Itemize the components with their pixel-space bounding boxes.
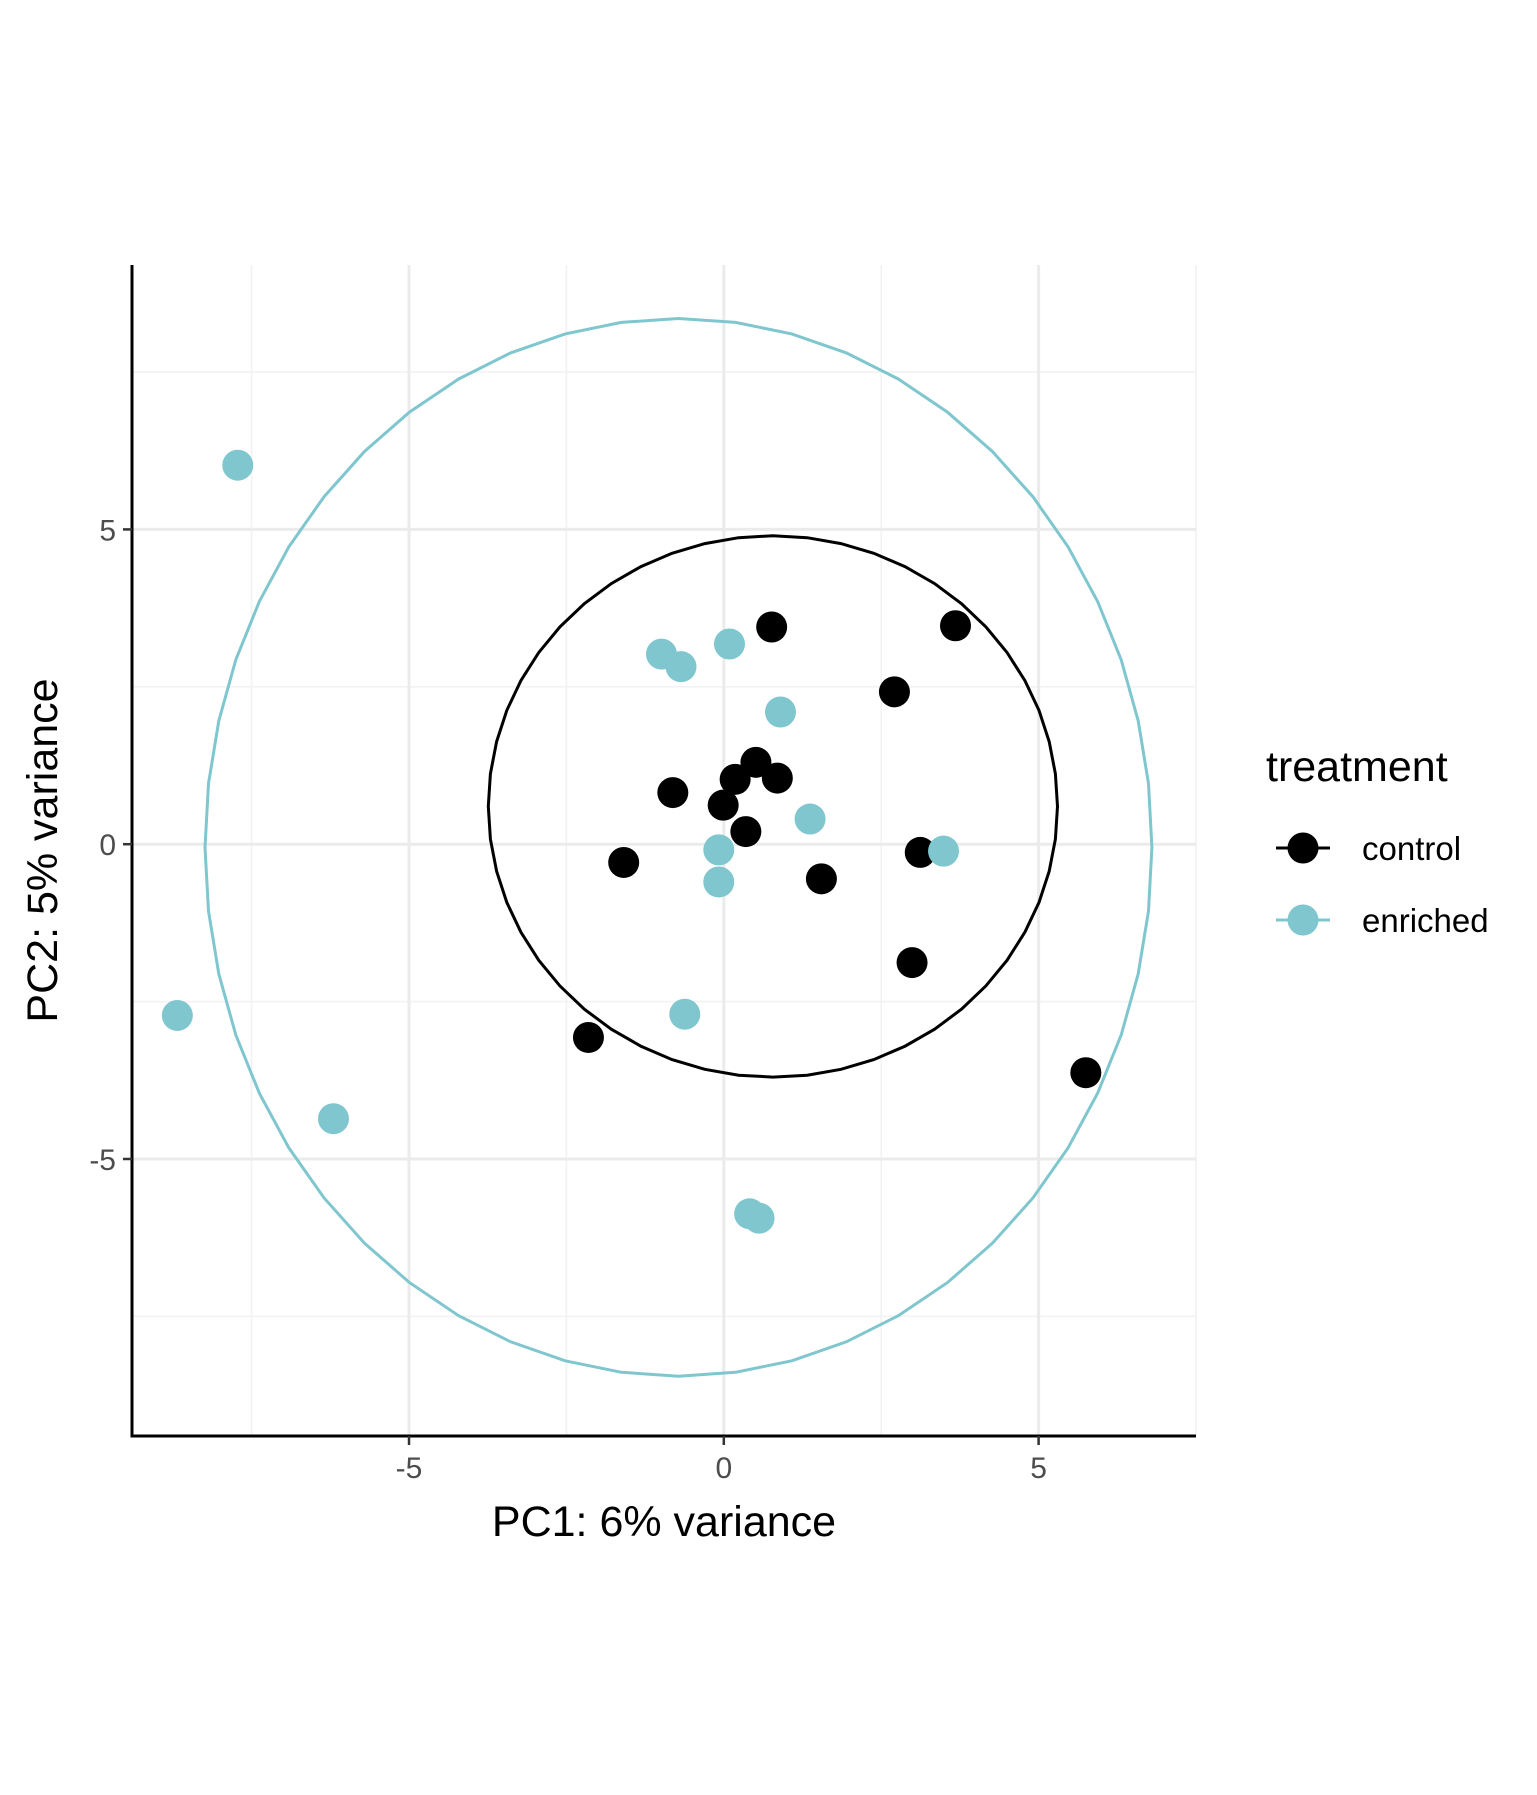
control-point xyxy=(572,1021,604,1053)
control-ellipse xyxy=(486,534,1060,1079)
legend-label-enriched: enriched xyxy=(1362,902,1489,939)
control-point xyxy=(805,863,837,895)
legend-key-enriched xyxy=(1287,904,1319,936)
enriched-point xyxy=(713,628,745,660)
control-point xyxy=(939,610,971,642)
x-axis-ticks: -5 0 5 xyxy=(396,1436,1047,1485)
enriched-ellipse xyxy=(203,316,1154,1378)
legend-title: treatment xyxy=(1266,743,1448,791)
y-axis-ticks: -5 0 5 xyxy=(89,514,132,1177)
control-point xyxy=(608,846,640,878)
y-axis-title: PC2: 5% variance xyxy=(19,678,67,1022)
control-point xyxy=(1070,1057,1102,1089)
x-tick-label: 0 xyxy=(715,1452,732,1485)
control-point xyxy=(878,676,910,708)
legend-label-control: control xyxy=(1362,830,1461,867)
control-point xyxy=(756,611,788,643)
control-point xyxy=(761,762,793,794)
legend: treatment control enriched xyxy=(1266,743,1489,939)
enriched-point xyxy=(317,1103,349,1135)
x-tick-label: -5 xyxy=(396,1452,423,1485)
data-points xyxy=(161,449,1102,1234)
enriched-point xyxy=(743,1202,775,1234)
control-point xyxy=(740,746,772,778)
x-axis-title: PC1: 6% variance xyxy=(492,1498,836,1546)
enriched-point xyxy=(222,449,254,481)
control-point xyxy=(896,947,928,979)
control-point xyxy=(904,836,936,868)
control-point xyxy=(657,777,689,809)
enriched-point xyxy=(703,866,735,898)
y-tick-label: -5 xyxy=(89,1144,116,1177)
enriched-point xyxy=(794,803,826,835)
enriched-point xyxy=(669,998,701,1030)
enriched-point xyxy=(161,999,193,1031)
axes xyxy=(130,265,1196,1438)
enriched-point xyxy=(928,835,960,867)
y-tick-label: 0 xyxy=(99,829,116,862)
x-tick-label: 5 xyxy=(1030,1452,1047,1485)
control-point xyxy=(719,763,751,795)
y-tick-label: 5 xyxy=(99,514,116,547)
enriched-point xyxy=(703,834,735,866)
control-point xyxy=(730,816,762,848)
legend-key-control xyxy=(1287,832,1319,864)
confidence-ellipses xyxy=(203,316,1154,1378)
control-point xyxy=(707,789,739,821)
enriched-point xyxy=(665,651,697,683)
enriched-point xyxy=(764,696,796,728)
